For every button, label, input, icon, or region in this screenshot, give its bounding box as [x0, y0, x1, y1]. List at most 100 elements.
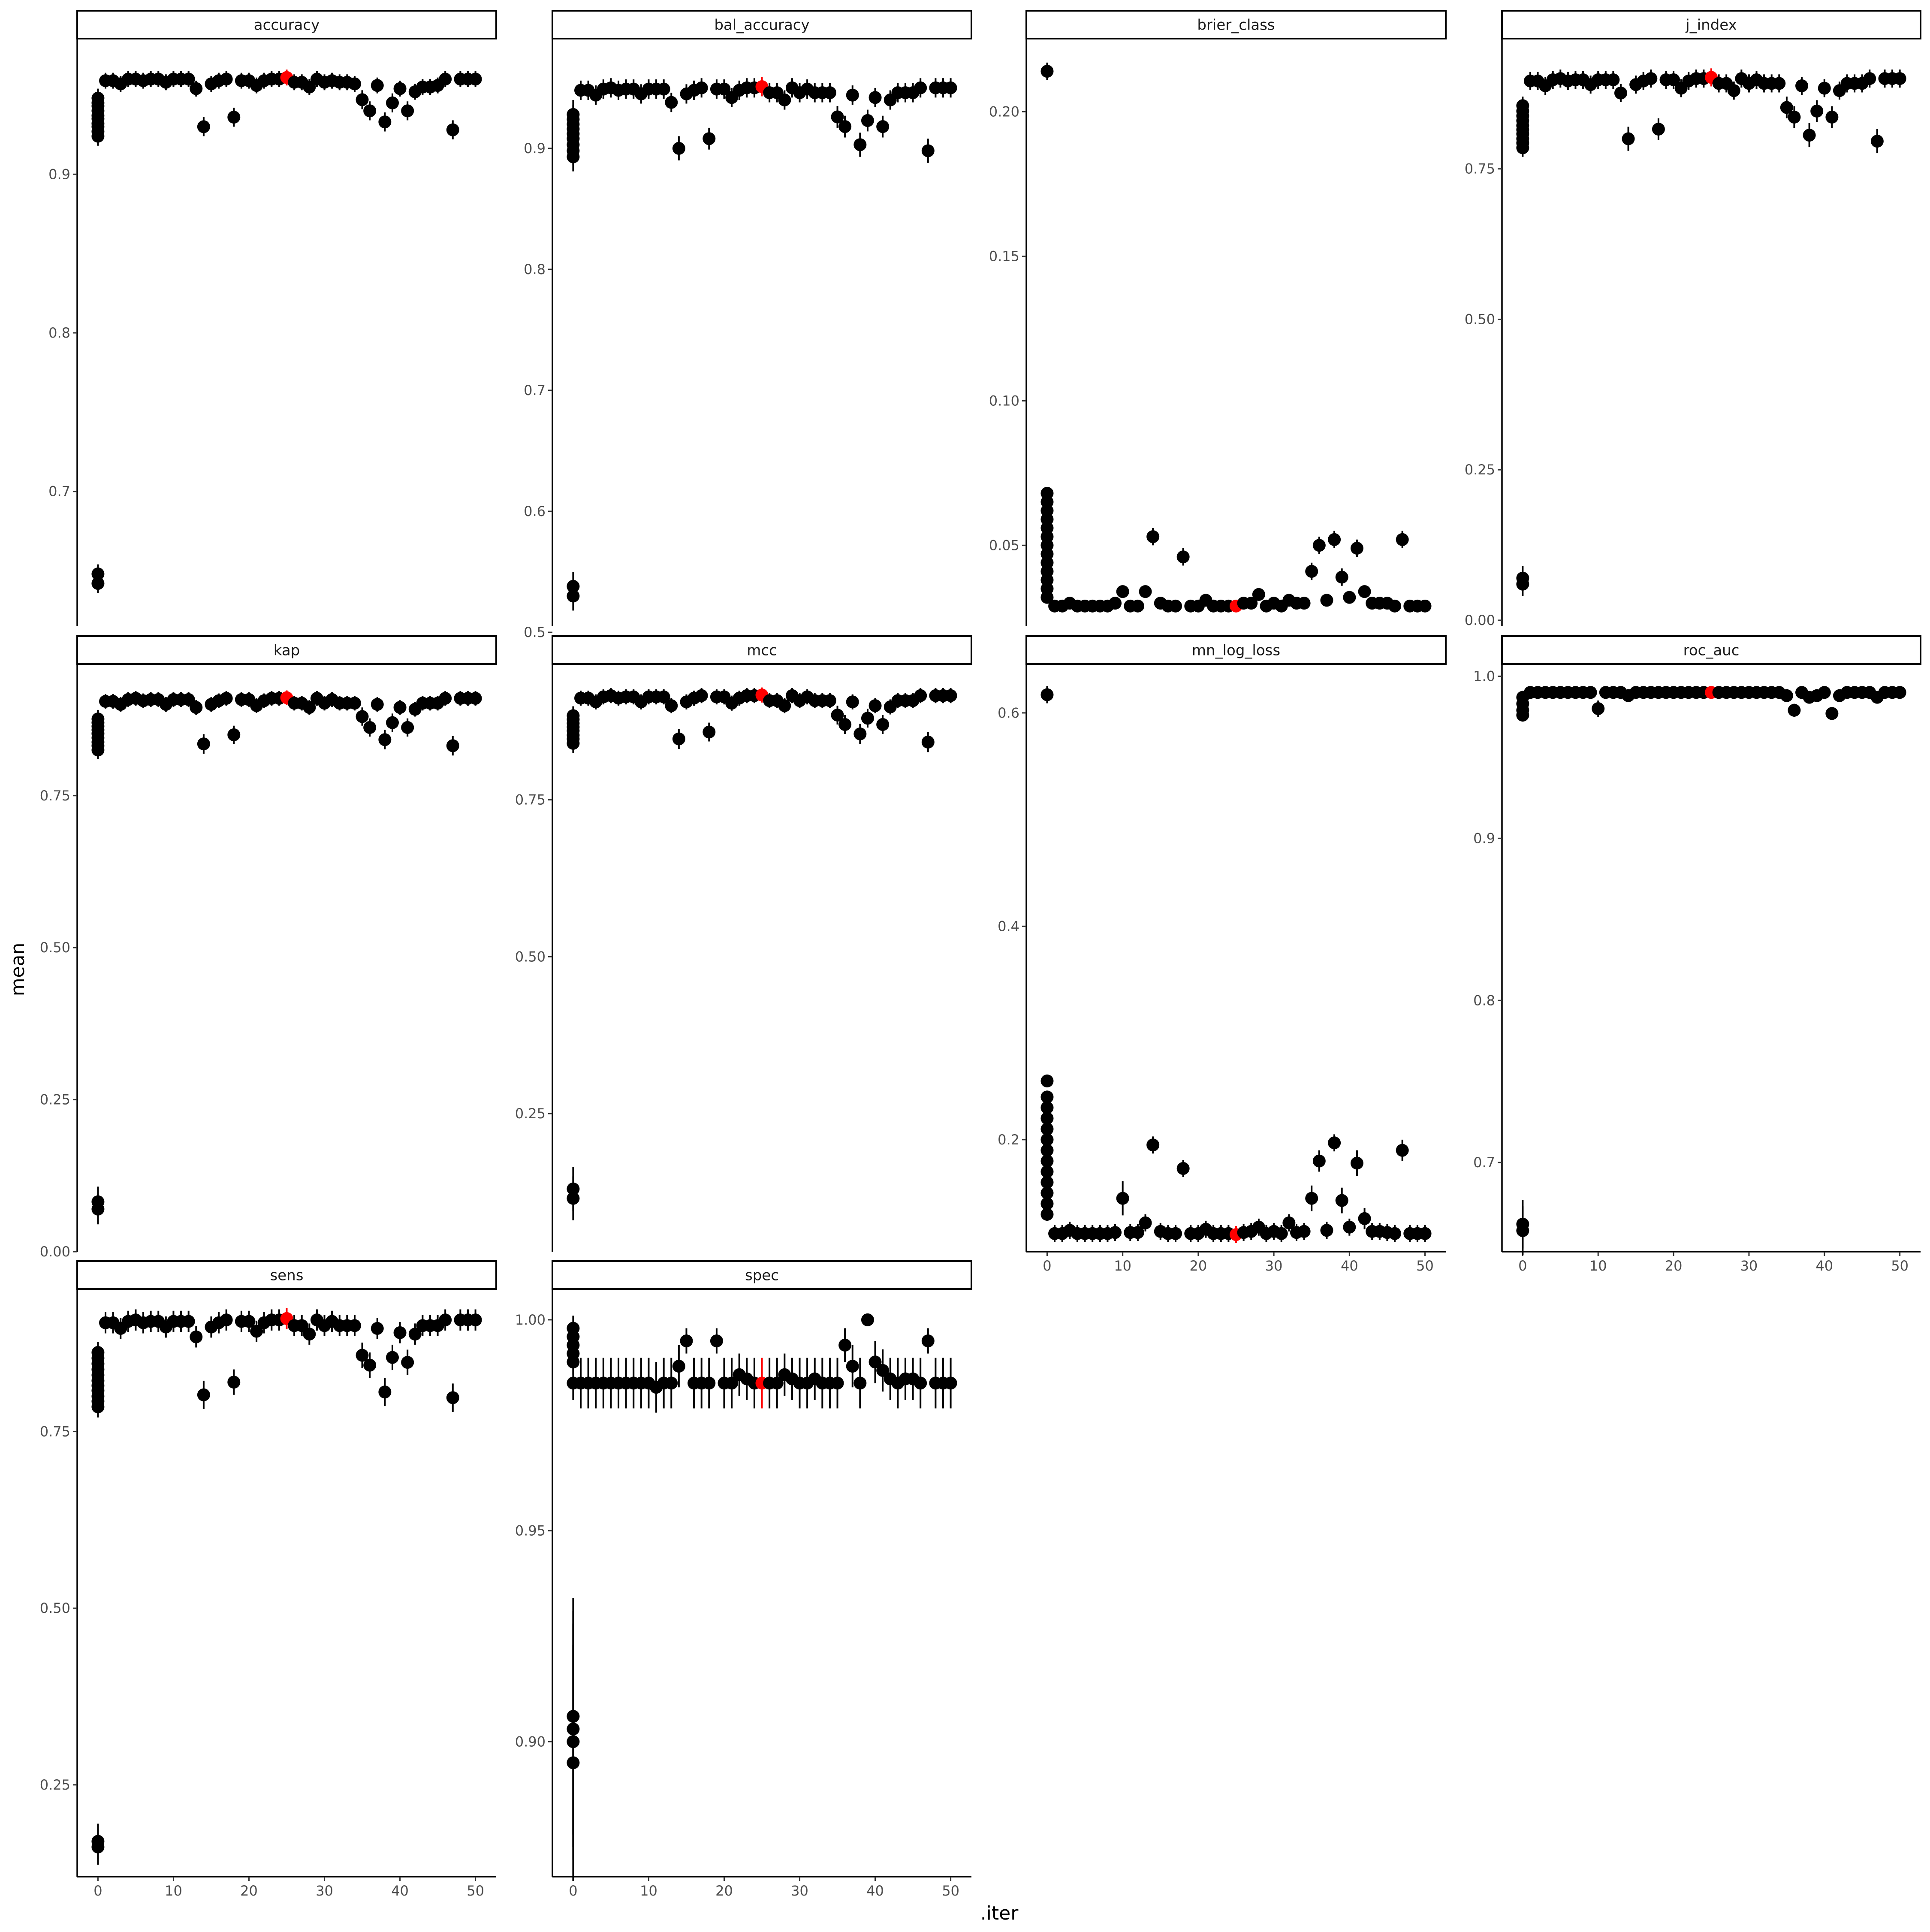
data-point — [567, 1192, 580, 1205]
y-tick-label: 0.00 — [40, 1244, 70, 1260]
data-point — [1614, 86, 1627, 100]
data-point — [303, 1328, 316, 1341]
data-point — [672, 1360, 685, 1373]
data-point — [1040, 688, 1054, 701]
data-point — [1780, 689, 1793, 702]
data-point — [393, 1326, 407, 1339]
strip-label: accuracy — [254, 17, 320, 34]
data-point — [861, 712, 874, 725]
data-point — [1652, 123, 1665, 136]
x-tick-label: 0 — [569, 1883, 577, 1899]
data-point — [853, 138, 867, 151]
data-point — [1328, 1136, 1341, 1150]
data-point — [710, 1334, 723, 1348]
x-tick-label: 20 — [1665, 1258, 1683, 1274]
data-point — [91, 712, 105, 726]
x-tick-label: 40 — [1341, 1258, 1358, 1274]
data-point — [401, 1355, 414, 1369]
y-tick-label: 0.25 — [40, 1092, 70, 1108]
strip-label: mn_log_loss — [1192, 642, 1280, 659]
strip-j_index — [1501, 10, 1921, 39]
y-tick-label: 0.95 — [515, 1523, 546, 1539]
data-point — [1396, 1144, 1409, 1157]
data-point — [469, 691, 482, 705]
data-point — [831, 709, 844, 722]
data-point — [1040, 65, 1054, 78]
data-point — [220, 1313, 233, 1327]
data-point — [831, 110, 844, 124]
data-point — [190, 1330, 203, 1343]
data-point — [1343, 1220, 1356, 1234]
data-point — [680, 1334, 693, 1348]
data-point — [1592, 702, 1605, 715]
data-point — [1893, 72, 1906, 85]
data-point — [770, 1377, 784, 1390]
y-tick-label: 0.9 — [524, 140, 546, 157]
data-point — [378, 115, 392, 129]
data-point — [1773, 77, 1786, 90]
y-tick-label: 0.9 — [48, 166, 70, 182]
data-point — [1584, 686, 1597, 699]
data-point — [91, 577, 105, 590]
data-point — [838, 718, 852, 731]
data-point — [868, 699, 882, 712]
data-point — [657, 690, 670, 703]
data-point — [1252, 588, 1265, 601]
data-point — [853, 727, 867, 740]
y-tick-label: 0.75 — [1465, 161, 1495, 177]
y-tick-label: 0.25 — [515, 1105, 546, 1122]
x-tick-label: 10 — [165, 1883, 182, 1899]
y-tick-label: 0.4 — [998, 918, 1019, 934]
panel-mcc: mcc 0.25 0.50 0.75 — [515, 635, 972, 1252]
x-tick-label: 0 — [1043, 1258, 1051, 1274]
data-point — [1176, 1162, 1190, 1175]
strip-label: roc_auc — [1683, 642, 1740, 659]
y-tick-label: 0.2 — [998, 1132, 1019, 1148]
data-point — [1139, 585, 1152, 598]
x-tick-label: 50 — [1891, 1258, 1909, 1274]
data-point — [1818, 82, 1831, 95]
strip-label: sens — [270, 1267, 304, 1284]
data-point — [921, 1334, 935, 1348]
data-point — [868, 1355, 882, 1369]
x-tick-label: 40 — [391, 1883, 409, 1899]
data-point — [1176, 550, 1190, 564]
data-point — [363, 1358, 377, 1372]
data-point — [401, 721, 414, 734]
data-point — [1305, 1192, 1318, 1205]
strip-accuracy — [76, 10, 497, 39]
data-point — [1622, 132, 1635, 145]
data-point — [1893, 686, 1906, 699]
data-point — [657, 82, 670, 96]
data-point — [1040, 1208, 1054, 1221]
strip-label: kap — [274, 642, 300, 659]
panel-j_index: j_index 0.00 0.25 0.50 0.75 — [1465, 10, 1921, 628]
data-point — [567, 108, 580, 121]
data-point — [1780, 101, 1793, 114]
data-point — [348, 77, 361, 91]
data-point — [921, 735, 935, 749]
data-point — [876, 120, 890, 133]
strip-mcc — [552, 635, 972, 665]
data-point — [1146, 530, 1160, 543]
data-point — [695, 81, 708, 94]
data-point — [1825, 110, 1839, 124]
x-tick-label: 10 — [1114, 1258, 1131, 1274]
data-point — [446, 739, 459, 752]
data-point — [439, 691, 452, 705]
data-point — [227, 1376, 241, 1389]
panel-kap: kap 0.00 0.25 0.50 0.75 — [40, 635, 497, 1260]
y-tick-label: 0.20 — [989, 103, 1019, 120]
data-point — [914, 689, 927, 702]
data-point — [567, 1756, 580, 1769]
data-point — [1320, 594, 1333, 607]
data-point — [190, 82, 203, 95]
data-point — [876, 1364, 890, 1377]
data-point — [868, 91, 882, 104]
y-tick-label: 1.00 — [515, 1312, 546, 1328]
data-point — [944, 689, 957, 702]
x-tick-label: 50 — [942, 1883, 959, 1899]
data-point — [1040, 1122, 1054, 1135]
y-tick-label: 0.50 — [40, 939, 70, 956]
y-tick-label: 1.0 — [1473, 668, 1495, 684]
